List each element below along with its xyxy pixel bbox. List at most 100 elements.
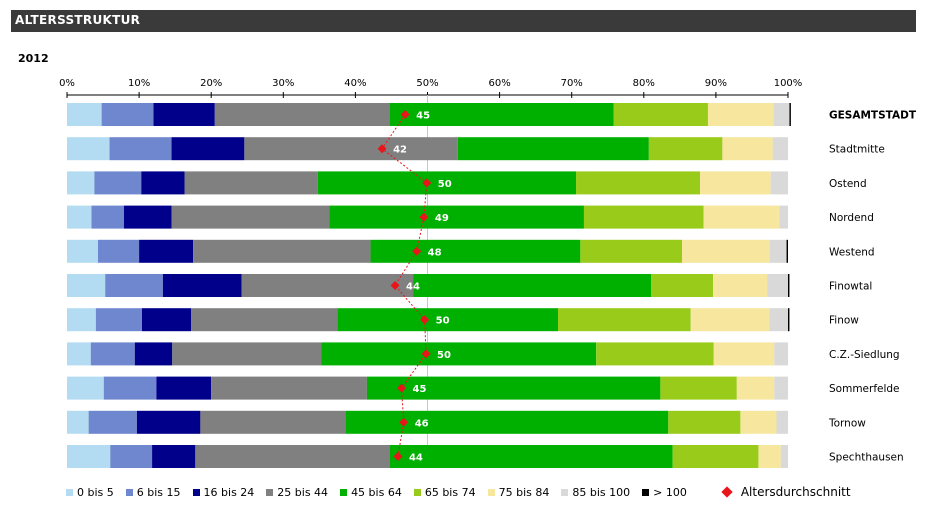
bar-segment <box>152 445 196 468</box>
bar-segment <box>94 171 142 195</box>
bar-segment <box>660 376 737 400</box>
bar-segment <box>740 410 777 434</box>
bar-segment <box>769 308 788 332</box>
mean-marker <box>412 246 422 256</box>
legend-label: 6 bis 15 <box>136 485 181 499</box>
bar-segment <box>788 274 790 297</box>
legend-mean-label: Altersdurchschnitt <box>740 485 851 499</box>
legend-label: 25 bis 44 <box>277 485 329 499</box>
bar-segment <box>103 376 157 400</box>
bar-segment <box>67 137 110 161</box>
mean-line <box>381 114 428 457</box>
bar-segment <box>139 239 194 263</box>
legend-item: 85 bis 100 <box>561 486 630 499</box>
mean-marker <box>421 349 431 359</box>
bar-segment <box>67 205 92 229</box>
x-tick-label: 70% <box>561 78 583 89</box>
x-tick-label: 20% <box>200 78 222 89</box>
bar-segment <box>321 342 597 366</box>
mean-value-label: 44 <box>406 282 420 293</box>
page-title: ALTERSSTRUKTUR <box>15 13 141 27</box>
category-label: Sommerfelde <box>829 383 900 395</box>
legend-item: 45 bis 64 <box>340 486 402 499</box>
legend-item: 75 bis 84 <box>487 485 550 499</box>
mean-value-label: 45 <box>413 384 427 395</box>
bar-segment <box>172 342 322 366</box>
bar-segment <box>67 274 106 297</box>
mean-marker <box>400 110 410 119</box>
bar-segment <box>329 205 584 229</box>
mean-value-label: 44 <box>409 453 423 464</box>
bar-segment <box>736 376 775 400</box>
bar-segment <box>134 342 173 366</box>
bar-segment <box>772 137 788 161</box>
category-label: Nordend <box>829 212 874 224</box>
bar-segment <box>767 274 788 297</box>
legend-label: 0 bis 5 <box>77 485 114 499</box>
bar-segment <box>713 342 775 366</box>
legend-item: 6 bis 15 <box>125 485 181 499</box>
bar-segment <box>774 376 788 400</box>
category-label: Finowtal <box>829 281 872 293</box>
category-label: Stadtmitte <box>829 144 885 156</box>
legend-label: 45 bis 64 <box>351 485 402 499</box>
bar-segment <box>156 376 212 400</box>
bar-segment <box>110 445 153 468</box>
bar-segment <box>672 445 759 468</box>
mean-value-label: 45 <box>416 111 430 122</box>
legend-item: 25 bis 44 <box>266 486 328 499</box>
x-tick-label: 40% <box>344 78 366 89</box>
bar-segment <box>390 103 614 126</box>
bar-segment <box>95 308 142 332</box>
x-tick-label: 50% <box>416 78 438 89</box>
bar-segment <box>337 308 559 332</box>
bar-segment <box>413 274 652 297</box>
mean-value-label: 42 <box>393 145 407 156</box>
legend-mean-marker <box>721 486 733 498</box>
category-label: Finow <box>829 315 859 327</box>
bar-segment <box>648 137 723 161</box>
mean-value-label: 50 <box>438 179 452 190</box>
bar-segment <box>770 171 788 195</box>
bar-segment <box>779 205 788 229</box>
x-tick-label: 30% <box>272 78 294 89</box>
bar-segment <box>141 171 185 195</box>
legend-swatch <box>561 488 569 496</box>
bar-segment <box>580 239 683 263</box>
bar-segment <box>576 171 701 195</box>
bar-segment <box>123 205 172 229</box>
bar-segment <box>98 239 140 263</box>
legend-swatch <box>66 488 73 496</box>
bar-segment <box>682 239 770 263</box>
legend-label: 75 bis 84 <box>498 485 550 499</box>
bar-segment <box>370 239 581 263</box>
category-label: Spechthausen <box>829 452 904 464</box>
legend-item: 16 bis 24 <box>192 486 254 499</box>
bar-segment <box>707 103 774 126</box>
bar-segment <box>722 137 773 161</box>
legend-swatch <box>642 488 650 496</box>
bar-segment <box>317 171 577 195</box>
category-label: C.Z.-Siedlung <box>829 349 900 361</box>
mean-marker <box>422 178 432 188</box>
bar-segment <box>171 137 245 161</box>
bar-segment <box>700 171 771 195</box>
bar-segment <box>758 445 781 468</box>
category-label: Ostend <box>829 178 867 190</box>
bar-segment <box>703 205 780 229</box>
bar-segment <box>773 103 790 126</box>
legend-label: > 100 <box>653 485 687 499</box>
mean-value-label: 50 <box>437 350 451 361</box>
mean-value-label: 46 <box>415 418 429 429</box>
bar-segment <box>162 274 242 297</box>
bar-segment <box>67 342 91 366</box>
legend-swatch <box>125 488 133 496</box>
bar-segment <box>200 410 346 434</box>
stacked-bar-chart: 0% 10% 20% 30% 40% 50% 60% 70% 80% 90% 100% GESAMTS… <box>59 78 917 468</box>
bar-segment <box>668 410 741 434</box>
legend: 0 bis 5 6 bis 15 16 bis 24 25 bis 44 45 bis … <box>66 485 851 499</box>
bar-segment <box>596 342 714 366</box>
bar-segment <box>613 103 708 126</box>
bar-segment <box>193 239 371 263</box>
mean-marker <box>377 144 387 154</box>
